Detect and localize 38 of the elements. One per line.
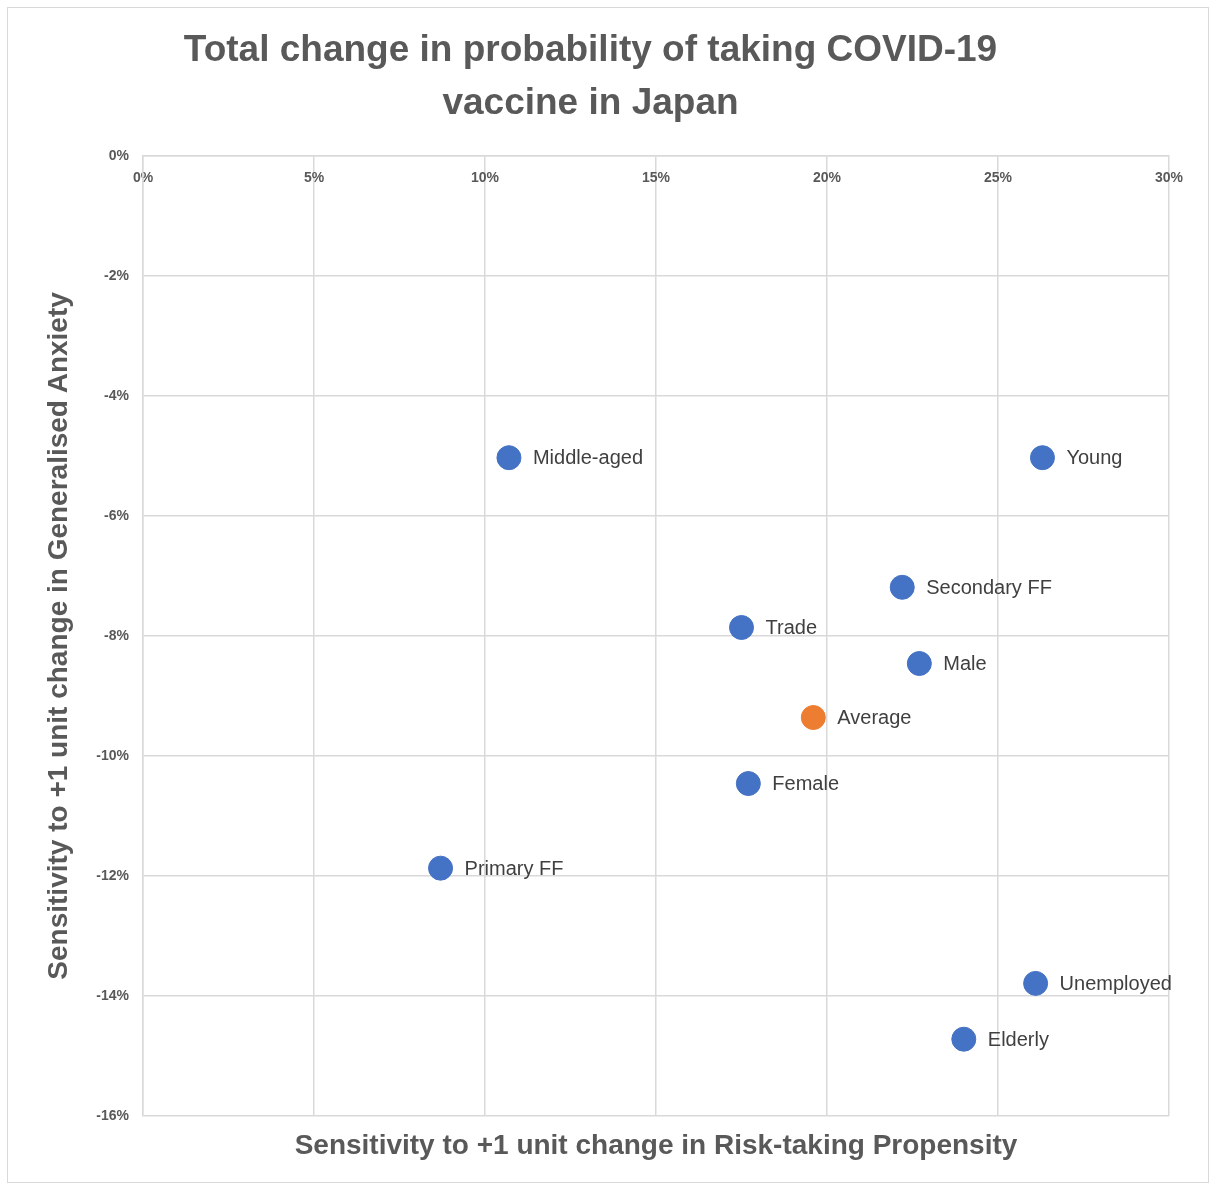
x-tick-label: 15% [641,169,671,186]
point [906,651,932,677]
y-tick-label: -6% [104,506,130,523]
chart-title: Total change in probability of taking COVID-19 vaccine in Japan [183,27,998,122]
point [735,771,761,797]
series-label: Middle-aged [532,446,644,469]
point [1029,445,1055,471]
y-tick-label: -8% [104,626,130,643]
series-label: Young [1066,446,1123,469]
y-tick-label: -10% [96,746,130,763]
series-label: Female [772,772,840,795]
point [428,855,454,881]
y-tick-label: -4% [104,386,130,403]
y-tick-label: -16% [96,1106,130,1123]
x-axis-title: Sensitivity to +1 unit change in Risk-taking Propensity [294,1128,1018,1160]
series-label: Secondary FF [926,575,1052,598]
series-label: Elderly [987,1027,1049,1050]
x-tick-label: 10% [470,169,500,186]
series-label: Average [837,706,912,729]
point [951,1026,977,1052]
series-label: Primary FF [464,856,564,879]
point [496,445,522,471]
y-tick-label: -12% [96,866,130,883]
point [800,705,826,731]
x-tick-label: 20% [812,169,842,186]
x-tick-label: 30% [1154,169,1184,186]
point [1023,970,1049,996]
series-label: Unemployed [1059,971,1172,994]
point [889,574,915,600]
series-label: Trade [765,616,818,639]
x-tick-label: 25% [983,169,1013,186]
x-tick-label: 5% [303,169,325,186]
point [729,615,754,641]
y-tick-label: 0% [108,146,130,163]
y-tick-label: -14% [96,986,130,1003]
y-axis-title: Sensitivity to +1 unit change in Generalised Anxiety [41,291,73,980]
series-label: Male [943,652,987,675]
y-tick-label: -2% [104,266,130,283]
